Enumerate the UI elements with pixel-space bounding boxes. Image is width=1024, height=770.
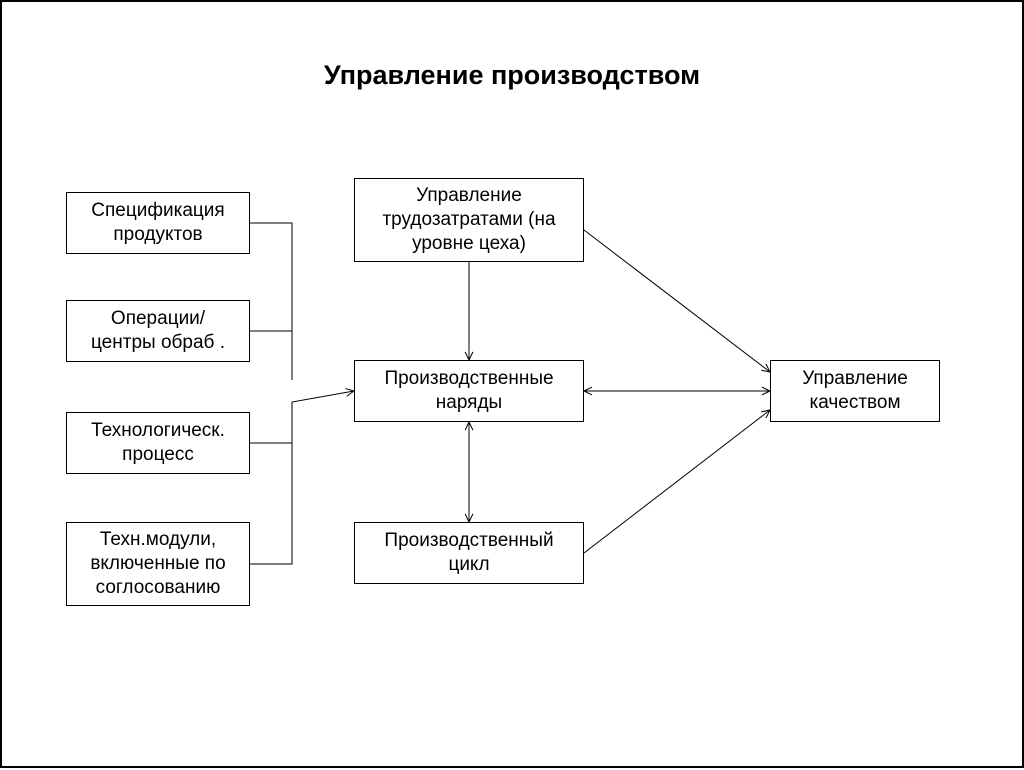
node-modules: Техн.модули,включенные посоглосованию: [66, 522, 250, 606]
node-ops: Операции/центры обраб .: [66, 300, 250, 362]
diagram-frame: Управление производством Спецификацияпро…: [0, 0, 1024, 768]
node-cycle: Производственныйцикл: [354, 522, 584, 584]
diagram-title: Управление производством: [2, 60, 1022, 91]
node-tech: Технологическ.процесс: [66, 412, 250, 474]
node-orders: Производственныенаряды: [354, 360, 584, 422]
node-spec: Спецификацияпродуктов: [66, 192, 250, 254]
node-quality: Управлениекачеством: [770, 360, 940, 422]
node-labor: Управлениетрудозатратами (науровне цеха): [354, 178, 584, 262]
